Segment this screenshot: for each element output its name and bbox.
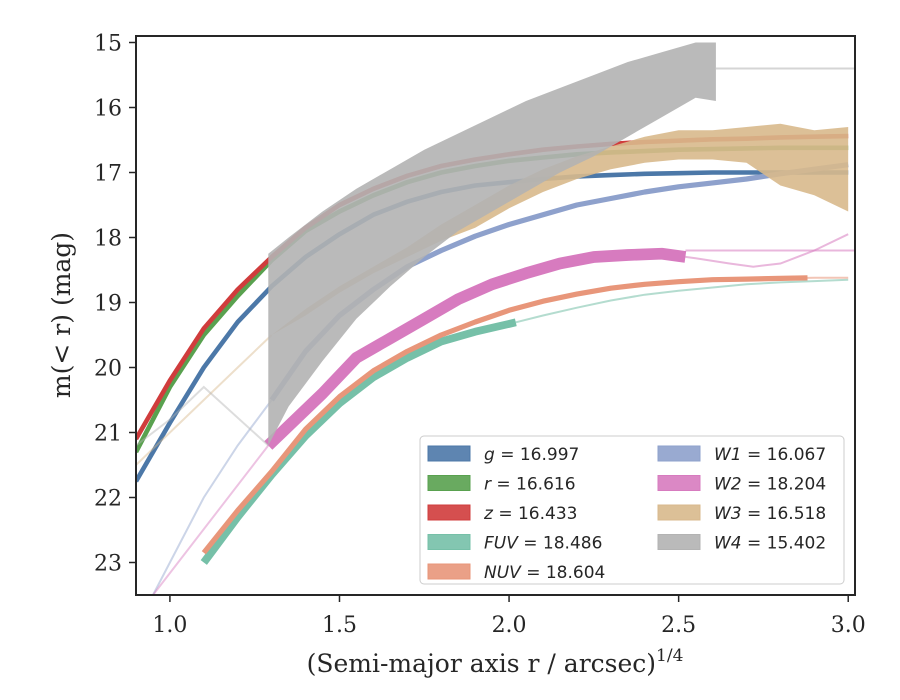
legend-swatch-z xyxy=(427,504,471,521)
x-axis-label: (Semi-major axis r / arcsec)1/4 xyxy=(307,646,684,678)
series-fuv-line xyxy=(200,318,517,565)
series-nuv xyxy=(201,275,849,555)
plot-series-layer xyxy=(136,42,855,595)
x-tick-label: 1.5 xyxy=(322,613,357,638)
series-fuv xyxy=(200,278,849,565)
legend: g = 16.997 r = 16.616 z = 16.433 FUV = 18.4… xyxy=(419,435,845,585)
legend-swatch-w1 xyxy=(657,445,701,462)
y-tick-label: 18 xyxy=(94,227,122,252)
legend-label-fuv: FUV = 18.486 xyxy=(484,534,602,554)
x-axis-label-superscript: 1/4 xyxy=(656,646,683,666)
series-w2 xyxy=(152,233,855,595)
y-tick-label: 16 xyxy=(94,97,122,122)
y-tick-label: 15 xyxy=(94,32,122,57)
legend-swatch-w3 xyxy=(657,504,701,521)
y-tick-label: 17 xyxy=(94,162,122,187)
plot-frame xyxy=(135,35,856,596)
y-tick-label: 23 xyxy=(94,552,122,577)
y-tick-label: 21 xyxy=(94,422,122,447)
legend-label-w1: W1 = 16.067 xyxy=(714,445,826,465)
legend-swatch-g xyxy=(427,445,471,462)
series-w4 xyxy=(136,42,855,447)
series-w2-faint-start xyxy=(152,444,270,595)
y-tick-label: 22 xyxy=(94,487,122,512)
legend-box xyxy=(419,435,845,585)
series-nuv-line xyxy=(201,275,808,555)
legend-swatch-r xyxy=(427,475,471,491)
x-tick-label: 1.0 xyxy=(152,613,187,638)
y-tick-label: 19 xyxy=(94,292,122,317)
legend-label-w4: W4 = 15.402 xyxy=(714,534,826,554)
legend-label-w3: W3 = 16.518 xyxy=(714,504,826,524)
legend-label-z: z = 16.433 xyxy=(483,504,577,524)
x-axis-ticks: 1.0 1.5 2.0 2.5 3.0 xyxy=(152,595,866,638)
legend-swatch-fuv xyxy=(427,534,471,550)
series-w1-faint-start xyxy=(152,399,273,595)
x-tick-label: 3.0 xyxy=(831,613,866,638)
legend-swatch-w4 xyxy=(657,534,701,550)
y-tick-label: 20 xyxy=(94,357,122,382)
legend-swatch-w2 xyxy=(657,475,701,491)
legend-label-w2: W2 = 18.204 xyxy=(714,475,826,495)
legend-label-nuv: NUV = 18.604 xyxy=(484,563,605,583)
legend-swatch-nuv xyxy=(427,563,471,580)
series-w4-faint-start xyxy=(136,385,269,447)
series-w2-line xyxy=(264,247,687,450)
series-w3-faint-start xyxy=(136,334,273,466)
legend-label-r: r = 16.616 xyxy=(484,475,576,495)
x-axis-label-main: (Semi-major axis r / arcsec) xyxy=(307,649,656,678)
series-fuv-faint-end xyxy=(515,278,849,324)
series-w4-band xyxy=(268,42,716,446)
x-tick-label: 2.0 xyxy=(492,613,527,638)
x-tick-label: 2.5 xyxy=(661,613,696,638)
y-axis-ticks: 15 16 17 18 19 20 21 22 23 xyxy=(94,32,136,577)
y-axis-label: m(< r) (mag) xyxy=(47,232,76,398)
legend-label-g: g = 16.997 xyxy=(484,445,579,465)
